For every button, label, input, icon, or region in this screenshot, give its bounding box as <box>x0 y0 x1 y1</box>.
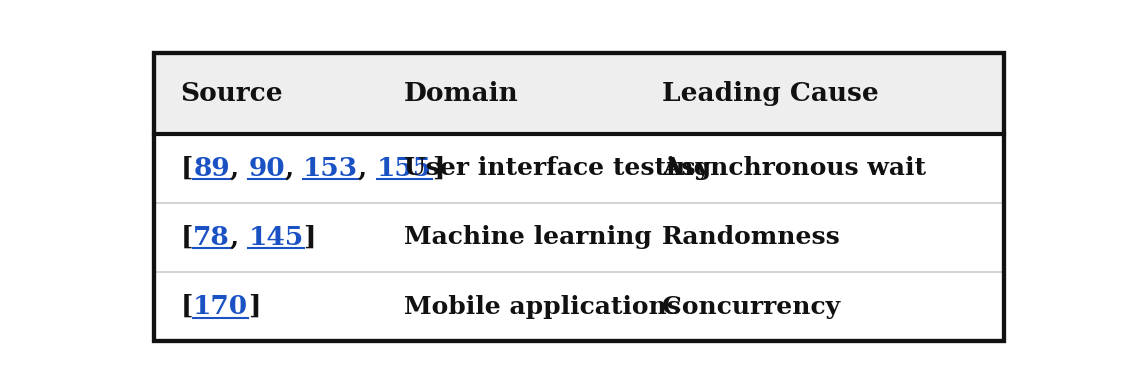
Text: ,: , <box>229 156 249 181</box>
Text: Concurrency: Concurrency <box>662 294 841 319</box>
Text: Asynchronous wait: Asynchronous wait <box>662 156 927 181</box>
Text: Leading Cause: Leading Cause <box>662 81 879 106</box>
Text: 170: 170 <box>193 294 249 319</box>
Text: ,: , <box>285 156 303 181</box>
Text: 155: 155 <box>376 156 432 181</box>
Text: 89: 89 <box>193 156 229 181</box>
Text: [: [ <box>181 156 193 181</box>
Text: 90: 90 <box>249 156 285 181</box>
Text: ,: , <box>358 156 376 181</box>
Bar <box>155 53 1003 134</box>
Text: Source: Source <box>181 81 284 106</box>
Text: ,: , <box>229 225 249 250</box>
Text: 78: 78 <box>193 225 229 250</box>
Text: [: [ <box>181 294 193 319</box>
Text: [: [ <box>181 225 193 250</box>
Text: 153: 153 <box>303 156 358 181</box>
Text: User interface testing: User interface testing <box>405 156 711 181</box>
Bar <box>155 134 1003 341</box>
Text: ]: ] <box>249 294 261 319</box>
Text: Randomness: Randomness <box>662 225 841 250</box>
Text: ]: ] <box>432 156 444 181</box>
Text: Mobile applications: Mobile applications <box>405 294 681 319</box>
Text: Domain: Domain <box>405 81 519 106</box>
Text: 145: 145 <box>249 225 304 250</box>
Text: Machine learning: Machine learning <box>405 225 652 250</box>
Text: ]: ] <box>304 225 316 250</box>
